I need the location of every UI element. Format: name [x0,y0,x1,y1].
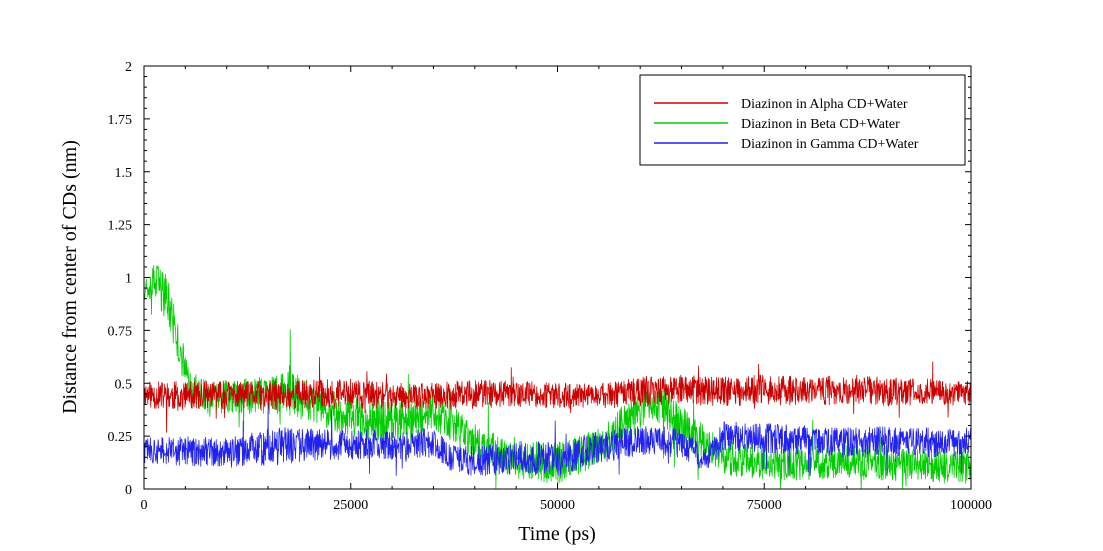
legend-label-gamma: Diazinon in Gamma CD+Water [741,137,919,152]
series-line-gamma [143,404,972,477]
tick-labels: 0 25000 50000 75000 100000 0 0.25 0.5 0.75 1 1.25 1… [108,60,993,513]
x-tick-label: 50000 [540,498,575,513]
ticks-layer [143,65,972,490]
legend: Diazinon in Alpha CD+Water Diazinon in B… [639,74,966,166]
y-tick-label: 1.25 [108,219,133,234]
series-line-alpha [143,356,972,433]
x-tick-label: 25000 [333,498,368,513]
series-layer [143,265,972,490]
y-tick-label: 2 [125,60,132,75]
legend-label-beta: Diazinon in Beta CD+Water [741,117,900,132]
x-tick-label: 75000 [747,498,782,513]
y-tick-label: 1 [125,272,132,287]
legend-box [639,74,966,166]
y-tick-label: 0.75 [108,324,133,339]
legend-label-alpha: Diazinon in Alpha CD+Water [741,97,908,112]
x-tick-label: 100000 [950,498,992,513]
x-axis-title: Time (ps) [518,523,596,545]
y-axis-title: Distance from center of CDs (nm) [59,140,81,414]
y-tick-label: 1.75 [108,113,133,128]
x-tick-label: 0 [141,498,148,513]
y-tick-label: 0.5 [115,377,133,392]
y-tick-label: 0 [125,483,132,498]
y-tick-label: 1.5 [115,166,133,181]
y-tick-label: 0.25 [108,430,133,445]
